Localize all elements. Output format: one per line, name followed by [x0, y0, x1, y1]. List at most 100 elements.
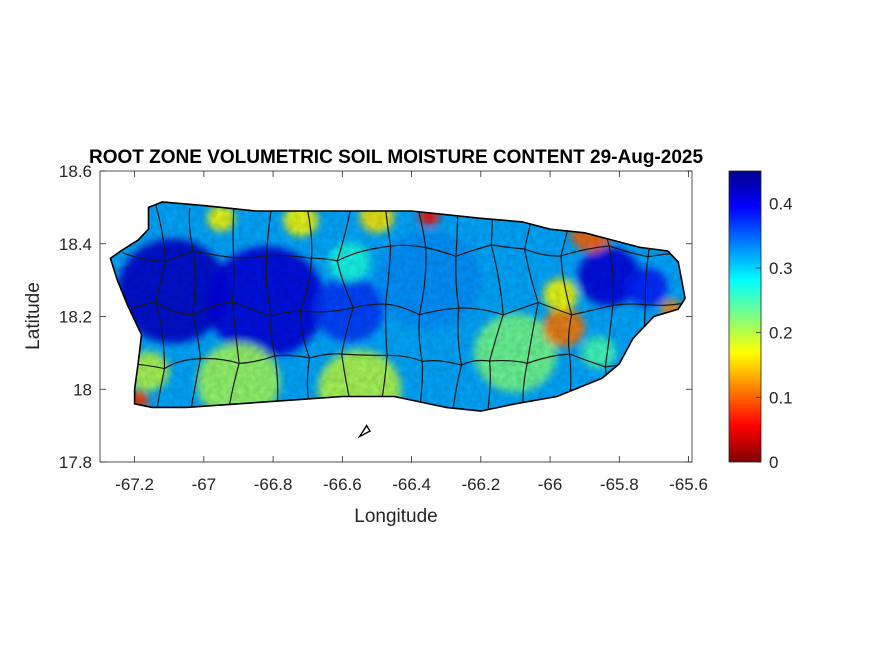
municipality-boundary — [311, 257, 338, 262]
municipality-boundary — [300, 307, 354, 313]
x-tick-label: -66.2 — [461, 475, 500, 494]
x-tick-label: -65.8 — [600, 475, 639, 494]
y-tick-label: 18.6 — [59, 162, 92, 181]
municipality-boundary — [122, 252, 166, 262]
chart-title: ROOT ZONE VOLUMETRIC SOIL MOISTURE CONTE… — [89, 147, 703, 168]
municipality-boundary — [413, 201, 427, 248]
municipality-boundary — [422, 360, 462, 366]
municipality-boundary — [299, 258, 313, 312]
municipality-boundary — [274, 355, 279, 412]
municipality-boundary — [155, 301, 193, 316]
colorbar-ramp — [728, 170, 762, 463]
municipality-boundary — [455, 244, 492, 257]
x-tick-label: -67 — [192, 475, 217, 494]
municipality-boundary — [341, 307, 354, 355]
municipality-boundary — [455, 256, 460, 309]
municipality-boundary — [452, 364, 463, 410]
municipality-boundary — [266, 201, 275, 256]
x-tick-label: -66 — [538, 475, 563, 494]
municipality-boundary — [489, 314, 504, 362]
municipality-boundary — [489, 359, 528, 364]
municipality-boundary — [164, 358, 201, 370]
municipality-boundary — [608, 245, 614, 306]
municipality-boundary — [299, 310, 311, 359]
municipality-boundary — [604, 305, 614, 367]
municipality-boundary — [336, 260, 354, 308]
x-axis-ticks: -67.2 -67 -66.8 -66.6 -66.4 -66.2 -66 -65.8 -65.… — [115, 171, 708, 494]
islet-outline — [357, 424, 371, 439]
municipality-boundary — [188, 207, 194, 252]
municipality-boundary — [341, 353, 388, 356]
municipality-boundary — [155, 261, 167, 302]
municipality-boundary — [491, 244, 525, 250]
municipality-boundary — [609, 245, 649, 258]
municipality-boundary — [385, 246, 392, 305]
municipality-boundary — [526, 353, 570, 364]
municipality-boundary — [425, 246, 457, 257]
municipality-boundary — [526, 302, 539, 364]
y-tick-label: 18 — [73, 380, 92, 399]
municipality-boundary — [571, 304, 614, 316]
municipality-boundary — [560, 245, 610, 257]
municipality-boundary — [418, 314, 423, 362]
colorbar: 0 0.1 0.2 0.3 0.4 — [728, 170, 793, 472]
island-outline — [109, 201, 686, 412]
municipality-boundary — [165, 250, 194, 262]
municipality-boundary — [270, 315, 276, 356]
municipality-boundary — [336, 245, 391, 262]
x-tick-label: -66.6 — [323, 475, 362, 494]
municipality-boundary — [192, 250, 196, 316]
y-axis-ticks: 17.8 18 18.2 18.4 18.6 — [59, 162, 692, 472]
y-axis-label: Latitude — [23, 282, 44, 350]
municipality-boundary — [387, 354, 423, 363]
municipality-boundary — [192, 315, 201, 359]
y-tick-label: 18.4 — [59, 235, 92, 254]
municipality-boundary — [487, 360, 491, 410]
colorbar-tick-label: 0.3 — [769, 259, 793, 278]
municipality-boundary — [419, 307, 459, 316]
municipality-boundary — [274, 354, 310, 359]
municipality-boundary — [232, 300, 272, 317]
municipality-boundary — [192, 300, 233, 316]
municipality-boundary — [239, 355, 276, 364]
municipality-boundary — [271, 310, 301, 317]
municipality-boundary — [644, 256, 649, 305]
y-tick-label: 18.2 — [59, 308, 92, 327]
municipality-boundary — [569, 353, 606, 368]
municipality-boundary — [418, 247, 427, 315]
colorbar-tick-label: 0.4 — [769, 194, 793, 213]
x-tick-label: -66.4 — [392, 475, 431, 494]
municipality-boundary — [190, 358, 201, 411]
x-tick-label: -67.2 — [115, 475, 154, 494]
municipality-boundary — [233, 255, 267, 259]
municipality-boundary — [200, 357, 240, 364]
municipality-boundary — [232, 201, 236, 258]
municipality-boundary — [490, 244, 504, 315]
municipality-boundary — [231, 257, 235, 302]
municipality-boundary — [231, 301, 240, 364]
municipality-boundary — [461, 359, 490, 366]
municipality-boundary — [457, 308, 463, 366]
x-tick-label: -65.6 — [669, 475, 708, 494]
x-axis-label: Longitude — [354, 506, 437, 527]
municipality-boundary — [384, 304, 388, 356]
municipality-boundary — [385, 303, 420, 316]
municipality-boundary — [612, 303, 646, 306]
municipality-boundary — [458, 307, 504, 316]
municipality-boundary — [390, 244, 426, 249]
municipality-boundary — [353, 303, 386, 309]
municipality-boundary — [265, 255, 273, 316]
municipality-boundary — [567, 314, 573, 355]
colorbar-tick-label: 0 — [769, 453, 778, 472]
municipality-boundary — [522, 363, 528, 412]
municipality-boundary — [309, 353, 342, 359]
colorbar-tick-label: 0.1 — [769, 388, 793, 407]
municipality-boundary — [154, 368, 166, 412]
municipality-boundary — [503, 301, 539, 316]
municipality-boundary — [151, 201, 167, 262]
municipality-boundary — [266, 254, 312, 259]
municipality-boundary — [645, 303, 681, 306]
municipality-boundary — [193, 250, 234, 259]
